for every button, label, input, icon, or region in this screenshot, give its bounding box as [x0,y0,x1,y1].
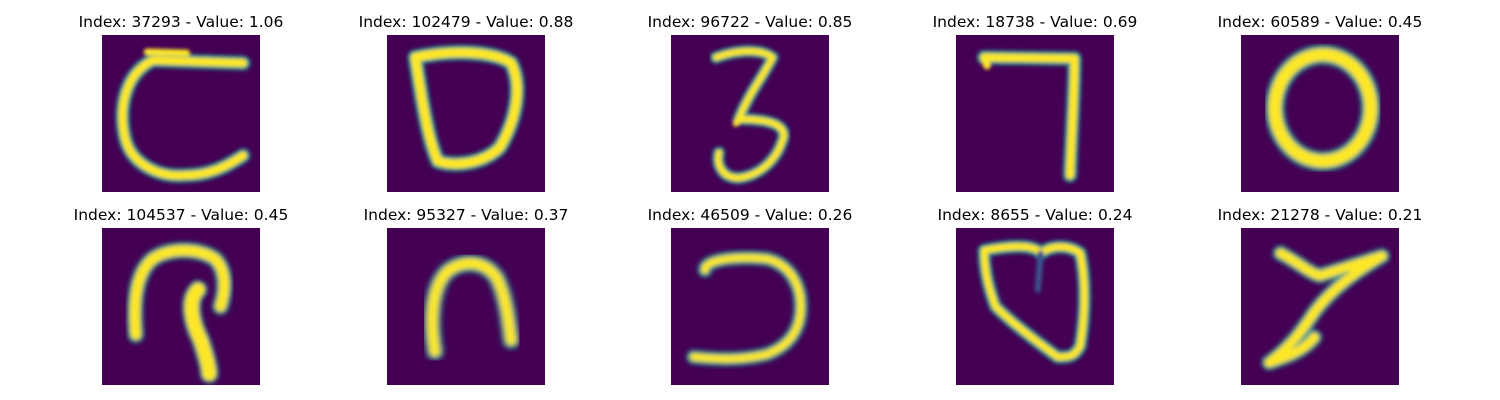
panel-title: Index: 104537 - Value: 0.45 [73,206,289,224]
panel-title: Index: 18738 - Value: 0.69 [932,13,1138,31]
digit-image [387,228,545,385]
digit-image [387,35,545,192]
panel-title: Index: 21278 - Value: 0.21 [1217,206,1423,224]
glyph-heart-shape [977,239,1092,364]
digit-image [102,35,260,192]
panel-title: Index: 102479 - Value: 0.88 [358,13,574,31]
glyph-arch-shape [423,254,521,361]
glyph-d-shape [407,44,525,172]
glyph-digit-7 [976,50,1082,183]
glyph-c-shape [115,48,251,183]
digit-image [102,228,260,385]
digit-image [956,228,1114,385]
panel-title: Index: 96722 - Value: 0.85 [647,13,853,31]
digit-image [671,35,829,192]
panel-title: Index: 37293 - Value: 1.06 [78,13,284,31]
panel-title: Index: 95327 - Value: 0.37 [363,206,569,224]
glyph-loop-shape [126,242,233,384]
panel-title: Index: 46509 - Value: 0.26 [647,206,853,224]
digit-image [1241,228,1399,385]
digit-image [956,35,1114,192]
glyph-reversed-c-shape [686,250,809,367]
glyph-digit-0 [1264,44,1381,172]
digit-image [1241,35,1399,192]
panel-title: Index: 60589 - Value: 0.45 [1217,13,1423,31]
glyph-z-shape [1261,245,1390,371]
panel-title: Index: 8655 - Value: 0.24 [937,206,1133,224]
glyph-digit-3 [709,44,791,185]
digit-image [671,228,829,385]
